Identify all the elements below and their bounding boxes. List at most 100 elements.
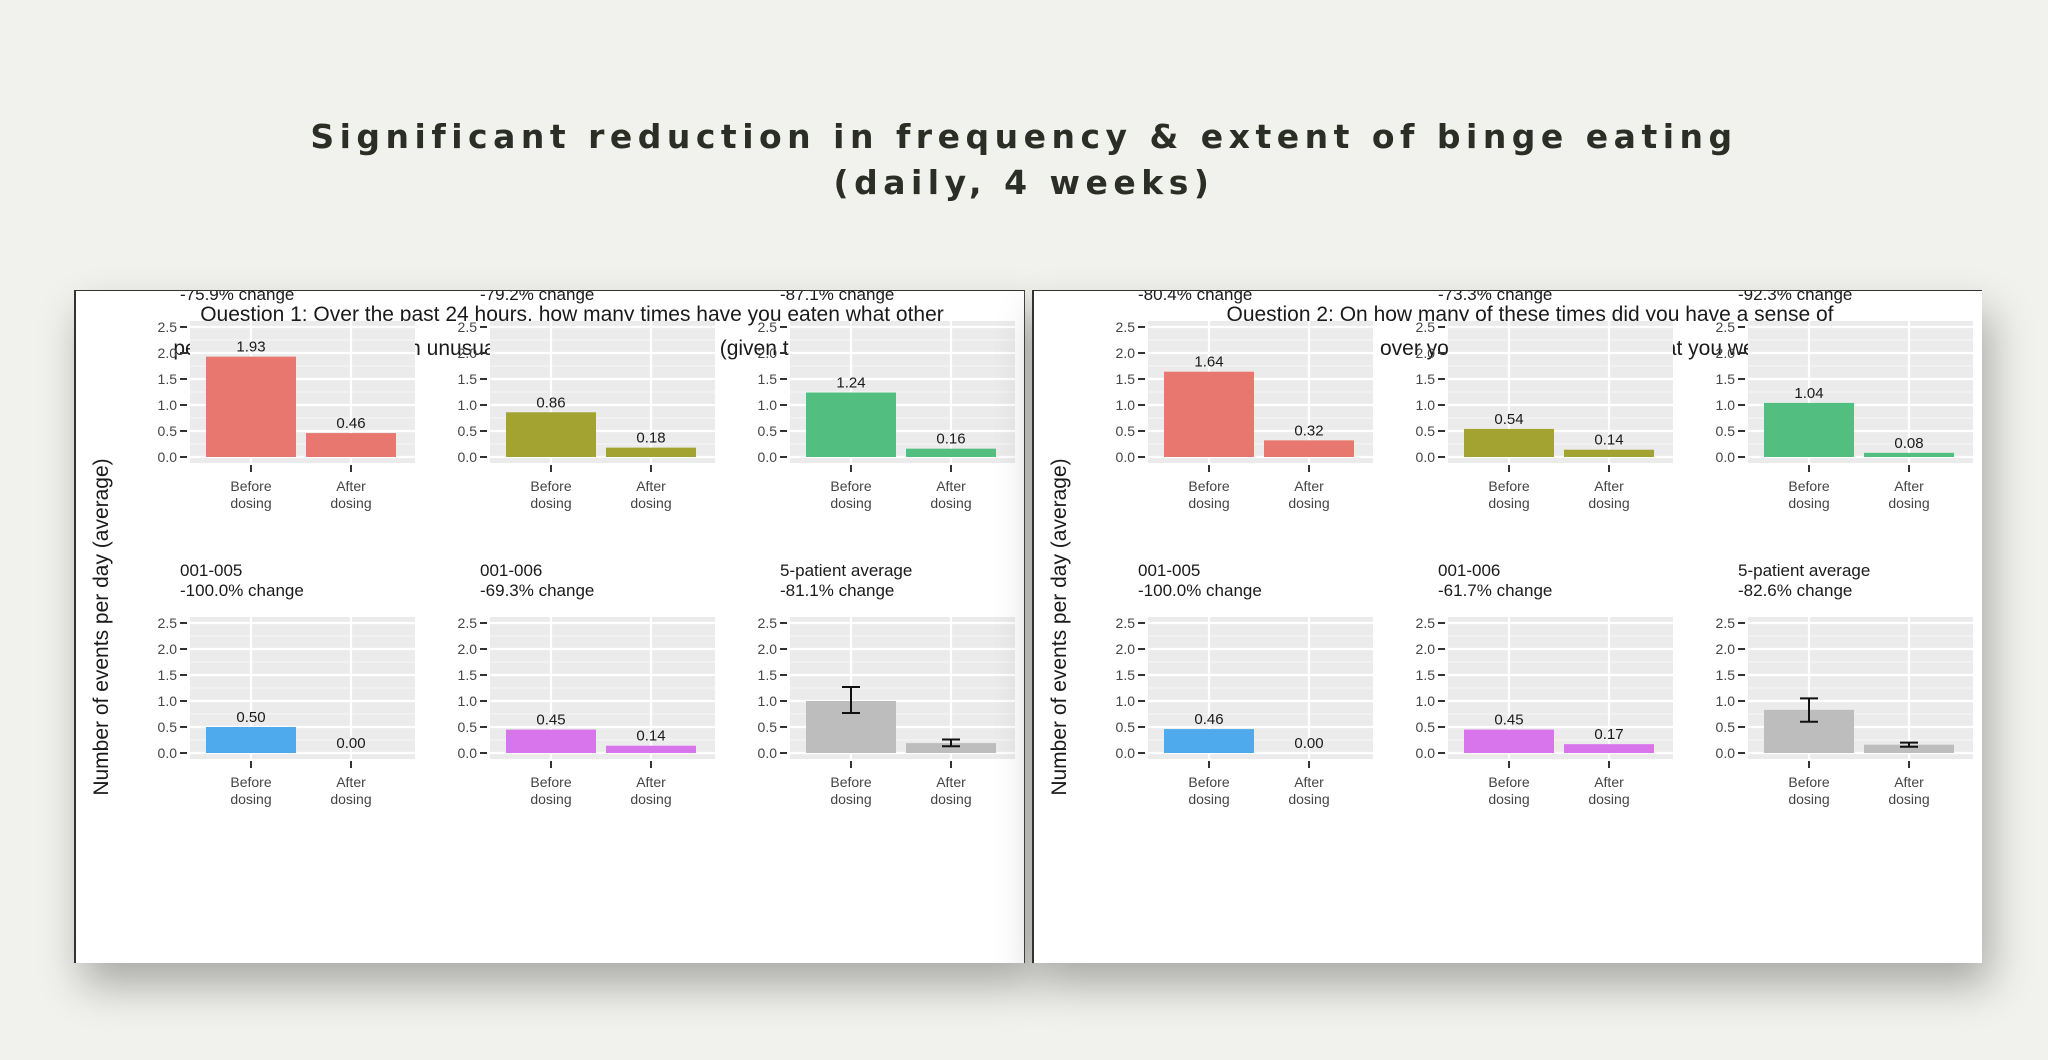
y-tick-label: 1.0 xyxy=(1416,693,1436,709)
x-tick-label: dosing xyxy=(330,791,371,807)
y-tick-label: 1.0 xyxy=(1116,693,1136,709)
y-tick-label: 2.0 xyxy=(1116,641,1136,657)
x-tick-label: dosing xyxy=(1188,495,1229,511)
bar xyxy=(606,745,696,753)
y-tick-label: 2.5 xyxy=(1716,615,1736,631)
subplot-001-006: 001-006-61.7% change 0.0 0.5 1.0 1.5 2.0 2.5 0.… xyxy=(1416,561,1673,807)
subplot-change: -79.2% change xyxy=(480,291,594,304)
subplot-name: 001-006 xyxy=(480,561,542,580)
x-tick-label: dosing xyxy=(1488,495,1529,511)
bar-value-label: 0.16 xyxy=(936,431,965,448)
subplot-001-006: 001-006-69.3% change 0.0 0.5 1.0 1.5 2.0 2.5 0.… xyxy=(458,561,715,807)
bar xyxy=(1164,371,1254,457)
y-tick-label: 0.5 xyxy=(158,423,178,439)
bar xyxy=(1864,452,1954,457)
y-tick-label: 0.0 xyxy=(1116,449,1136,465)
y-tick-label: 2.0 xyxy=(758,345,778,361)
subplot-change: -80.4% change xyxy=(1138,291,1252,304)
y-tick-label: 2.0 xyxy=(458,641,478,657)
y-tick-label: 2.0 xyxy=(1416,345,1436,361)
bar xyxy=(1464,729,1554,753)
x-tick-label: After xyxy=(1594,478,1624,494)
y-tick-label: 1.0 xyxy=(158,693,178,709)
x-tick-label: dosing xyxy=(1288,495,1329,511)
y-tick-label: 1.0 xyxy=(758,693,778,709)
subplot-001-003: 001-003-87.1% change0.00.51.01.52.02.51.… xyxy=(758,291,1015,511)
x-tick-label: dosing xyxy=(1288,791,1329,807)
x-tick-label: After xyxy=(936,478,966,494)
y-tick-label: 2.5 xyxy=(1416,615,1436,631)
x-tick-label: After xyxy=(336,478,366,494)
subplot-change: -61.7% change xyxy=(1438,581,1552,600)
y-tick-label: 0.0 xyxy=(158,449,178,465)
question-1-panel: Question 1: Over the past 24 hours, how … xyxy=(74,290,1025,963)
bar-value-label: 0.54 xyxy=(1494,411,1523,428)
x-tick-label: Before xyxy=(1188,774,1229,790)
y-tick-label: 2.0 xyxy=(1716,641,1736,657)
x-tick-label: Before xyxy=(230,774,271,790)
bar-value-label: 0.17 xyxy=(1594,726,1623,743)
y-tick-label: 1.5 xyxy=(1116,371,1136,387)
y-tick-label: 2.0 xyxy=(158,641,178,657)
x-tick-label: After xyxy=(1894,774,1924,790)
y-tick-label: 1.5 xyxy=(158,667,178,683)
y-tick-label: 0.0 xyxy=(758,745,778,761)
bar xyxy=(1164,729,1254,753)
bar-value-label: 0.46 xyxy=(336,415,365,432)
x-tick-label: dosing xyxy=(830,495,871,511)
subplot-name: 001-006 xyxy=(1438,561,1500,580)
x-tick-label: Before xyxy=(1488,478,1529,494)
bar xyxy=(506,412,596,457)
bar-value-label: 0.00 xyxy=(1294,735,1323,752)
subplot-001-005: 001-005-100.0% change 0.0 0.5 1.0 1.5 2.0 2.5 0… xyxy=(158,561,415,807)
x-tick-label: Before xyxy=(1788,478,1829,494)
y-tick-label: 1.5 xyxy=(458,667,478,683)
x-tick-label: After xyxy=(336,774,366,790)
x-tick-label: dosing xyxy=(530,791,571,807)
x-tick-label: dosing xyxy=(1888,495,1929,511)
x-tick-label: Before xyxy=(1488,774,1529,790)
subplot-change: -73.3% change xyxy=(1438,291,1552,304)
x-tick-label: dosing xyxy=(830,791,871,807)
subplot-001-002: 001-002-73.3% change0.00.51.01.52.02.50.… xyxy=(1416,291,1673,511)
x-tick-label: Before xyxy=(1188,478,1229,494)
subplot-change: -92.3% change xyxy=(1738,291,1852,304)
y-tick-label: 0.0 xyxy=(1716,449,1736,465)
bar-value-label: 0.14 xyxy=(1594,432,1623,449)
y-tick-label: 0.0 xyxy=(1416,449,1436,465)
bar xyxy=(906,448,996,457)
bar xyxy=(306,433,396,457)
x-tick-label: Before xyxy=(230,478,271,494)
bar-value-label: 0.00 xyxy=(336,735,365,752)
y-tick-label: 2.5 xyxy=(158,615,178,631)
subplot-name: 001-005 xyxy=(180,561,242,580)
slide-title: Significant reduction in frequency & ext… xyxy=(310,117,1738,156)
y-tick-label: 2.0 xyxy=(158,345,178,361)
bar-value-label: 0.46 xyxy=(1194,711,1223,728)
bar-value-label: 0.18 xyxy=(636,430,665,447)
question-1-chart: Question 1: Over the past 24 hours, how … xyxy=(90,291,1015,807)
y-tick-label: 1.5 xyxy=(758,667,778,683)
y-tick-label: 1.5 xyxy=(1716,371,1736,387)
bar-value-label: 0.14 xyxy=(636,728,665,745)
subplot-change: -100.0% change xyxy=(1138,581,1262,600)
y-tick-label: 0.0 xyxy=(1416,745,1436,761)
x-tick-label: dosing xyxy=(630,495,671,511)
bar-value-label: 0.86 xyxy=(536,394,565,411)
y-tick-label: 0.5 xyxy=(1716,719,1736,735)
y-tick-label: 0.0 xyxy=(1716,745,1736,761)
x-tick-label: After xyxy=(636,478,666,494)
y-tick-label: 1.5 xyxy=(158,371,178,387)
subplot-001-002: 001-002-79.2% change0.00.51.01.52.02.50.… xyxy=(458,291,715,511)
bar-value-label: 0.08 xyxy=(1894,435,1923,452)
bar-value-label: 0.32 xyxy=(1294,422,1323,439)
y-tick-label: 0.5 xyxy=(458,423,478,439)
subplot-001-001: 001-001-80.4% change0.00.51.01.52.02.51.… xyxy=(1116,291,1373,511)
slide-subtitle: (daily, 4 weeks) xyxy=(833,163,1215,202)
y-tick-label: 2.5 xyxy=(458,615,478,631)
x-tick-label: Before xyxy=(530,478,571,494)
y-tick-label: 0.5 xyxy=(758,423,778,439)
subplot-change: -75.9% change xyxy=(180,291,294,304)
bar-value-label: 1.93 xyxy=(236,339,265,356)
y-tick-label: 1.0 xyxy=(1116,397,1136,413)
